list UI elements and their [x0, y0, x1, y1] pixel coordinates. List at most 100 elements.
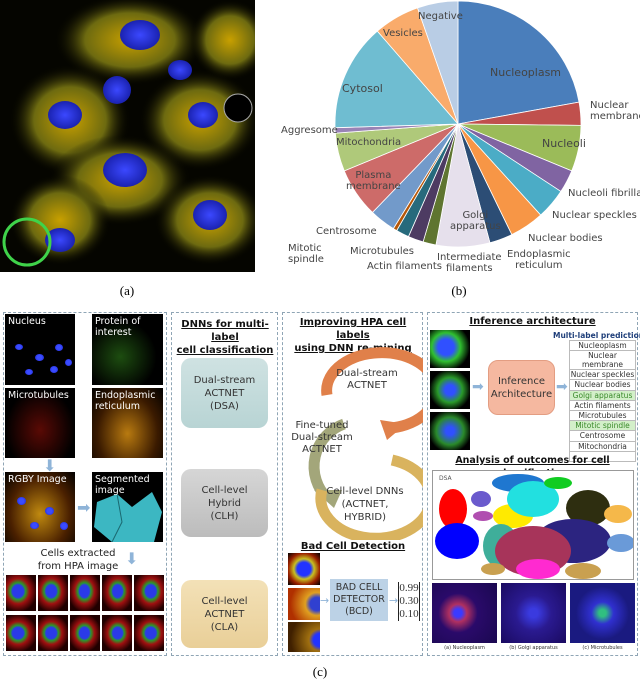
arrow-down-icon: ⬇ [43, 456, 57, 475]
prediction-label: Nuclear speckles [569, 369, 636, 381]
label-nuclear-membrane: Nuclear membrane [590, 100, 640, 122]
label-mitotic-spindle: Mitotic spindle [288, 243, 324, 265]
label-nuclear-bodies: Nuclear bodies [528, 233, 603, 244]
tsne-cluster [604, 505, 632, 523]
heatmap-golgi [501, 583, 566, 643]
pie-chart [334, 0, 582, 248]
extracted-cells-grid [6, 575, 166, 651]
protein-label: Protein of interest [95, 316, 141, 338]
arrow-down-icon: ⬇ [125, 549, 139, 568]
extracted-cell-image [38, 615, 68, 651]
extracted-cell-image [134, 615, 164, 651]
arrow-right-icon: ➡ [77, 498, 91, 517]
bad-cell-image-1 [288, 553, 320, 585]
label-actin-filaments: Actin filaments [367, 261, 442, 272]
stage3-label: Cell-level DNNs (ACTNET, HYBRID) [326, 486, 404, 523]
extracted-cell-image [102, 575, 132, 611]
stage2-arc [308, 418, 347, 502]
tsne-cluster [607, 534, 633, 552]
arrow-right-icon: ➡ [556, 379, 568, 395]
cell-image-drawing [2, 0, 255, 267]
label-nucleoplasm: Nucleoplasm [490, 66, 562, 79]
label-nucleoli: Nucleoli [542, 137, 586, 150]
score-vector: 0.99 0.30 0.10 [398, 582, 420, 621]
tsne-cluster [566, 490, 610, 526]
input-cell-1 [430, 330, 470, 368]
bad-cell-image-3 [288, 622, 320, 652]
tsne-cluster [439, 489, 467, 529]
stage1-arc [321, 347, 423, 434]
score-value: 0.10 [399, 608, 419, 620]
prediction-label: Actin filaments [569, 399, 636, 411]
microtubules-label: Microtubules [8, 390, 69, 401]
rgby-label: RGBY Image [8, 474, 67, 485]
extracted-cell-image [38, 575, 68, 611]
heatmap-caption: (c) Microtubules [582, 645, 623, 651]
label-negative: Negative [418, 11, 463, 22]
prediction-label: Mitotic spindle [569, 420, 636, 432]
stage2-label: Fine-tuned Dual-stream ACTNET [291, 420, 353, 455]
extracted-cell-image [70, 615, 100, 651]
label-cytosol: Cytosol [342, 82, 383, 95]
label-microtubules: Microtubules [350, 246, 414, 257]
label-aggresome: Aggresome [281, 125, 338, 136]
nucleus-image: Nucleus [5, 314, 75, 385]
heatmap-nucleoplasm [432, 583, 497, 643]
score-value: 0.30 [399, 595, 419, 607]
er-label: Endoplasmic reticulum [95, 390, 156, 412]
extracted-cell-image [70, 575, 100, 611]
tsne-cluster [507, 481, 559, 517]
label-nucleoli-fibrillar: Nucleoli fibrillar [568, 188, 640, 199]
label-er: Endoplasmic reticulum [507, 249, 571, 271]
rgby-image: RGBY Image [5, 472, 75, 542]
label-plasma-membrane: Plasma membrane [346, 170, 401, 192]
extracted-cell-image [6, 615, 36, 651]
bad-cell-title: Bad Cell Detection [300, 541, 406, 552]
model-clh: Cell-level Hybrid (CLH) [181, 469, 268, 537]
stage1-label: Dual-stream ACTNET [336, 368, 398, 391]
inference-title: Inference architecture [469, 316, 596, 327]
label-mitochondria: Mitochondria [336, 137, 402, 148]
arrow-right-icon: → [320, 594, 330, 607]
label-intermediate-filaments: Intermediate filaments [437, 252, 502, 274]
microtubules-image: Microtubules [5, 388, 75, 458]
tsne-cluster [516, 559, 560, 579]
dnn-panel [171, 312, 278, 656]
caption-c: (c) [312, 664, 328, 679]
tsne-cluster [435, 523, 479, 559]
cells-extracted-label: Cells extracted from HPA image [37, 548, 119, 572]
extracted-cell-image [134, 575, 164, 611]
extracted-cell-image [6, 575, 36, 611]
tsne-cluster [481, 563, 505, 575]
arrow-head-icon [380, 420, 406, 440]
inference-architecture-box: Inference Architecture [488, 360, 555, 415]
dnn-title: DNNs for multi-label cell classification [176, 319, 274, 356]
prediction-label: Nuclear bodies [569, 379, 636, 391]
input-panel [3, 312, 167, 656]
prediction-label: Microtubules [569, 409, 636, 422]
tsne-plot: DSA [432, 470, 634, 580]
tsne-label: DSA [439, 475, 452, 482]
prediction-label: Mitochondria [569, 440, 636, 452]
caption-b: (b) [451, 283, 467, 298]
nucleus-label: Nucleus [8, 316, 46, 327]
prediction-table: Nucleoplasm Nuclear membrane Nuclear speck… [569, 339, 636, 462]
model-cla: Cell-level ACTNET (CLA) [181, 580, 268, 648]
tsne-cluster [473, 511, 493, 521]
protein-image: Protein of interest [92, 314, 163, 385]
input-cell-2 [430, 371, 470, 409]
stage3-arc [315, 454, 423, 540]
arrow-right-icon: → [389, 594, 399, 607]
highlight-circle [2, 217, 52, 267]
segmented-image: Segmented image [92, 472, 163, 542]
inference-panel [427, 312, 638, 656]
pie-slice-negative [417, 0, 459, 125]
prediction-title: Multi-label prediction [553, 331, 640, 340]
label-golgi: Golgi apparatus [450, 210, 501, 232]
heatmap-caption: (b) Golgi apparatus [509, 645, 558, 651]
heatmap-caption: (a) Nucleoplasm [444, 645, 485, 651]
label-centrosome: Centrosome [316, 226, 377, 237]
heatmap-microtubules [570, 583, 635, 643]
arrow-right-icon: ➡ [472, 379, 484, 395]
prediction-label: ... [569, 450, 636, 462]
